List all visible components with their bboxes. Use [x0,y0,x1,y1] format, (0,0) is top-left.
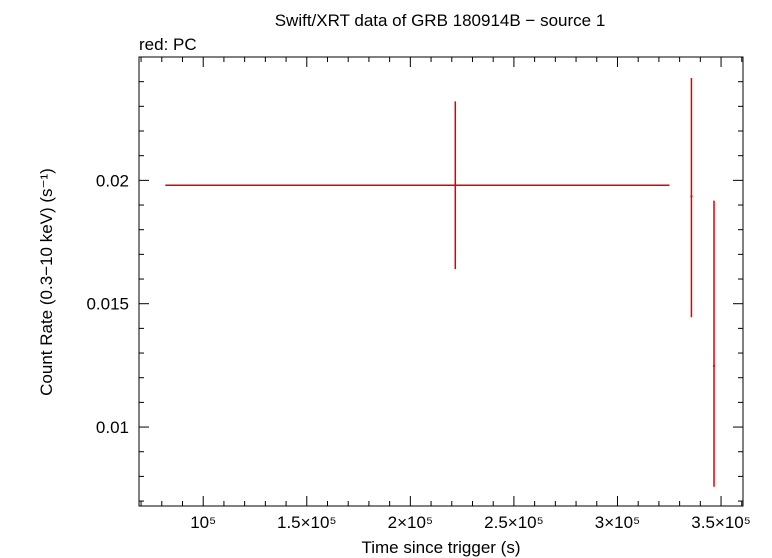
chart-title: Swift/XRT data of GRB 180914B − source 1 [275,11,606,30]
x-tick-label: 3.5×10⁵ [691,513,751,532]
y-tick-label: 0.015 [86,295,129,314]
y-tick-label: 0.02 [96,171,129,190]
chart-subtitle: red: PC [139,35,197,54]
x-tick-label: 3×10⁵ [595,513,640,532]
x-tick-label: 2.5×10⁵ [484,513,544,532]
plot-frame [138,56,744,507]
y-axis-label: Count Rate (0.3−10 keV) (s⁻¹) [37,168,56,396]
x-tick-label: 2×10⁵ [388,513,433,532]
x-axis-label: Time since trigger (s) [361,538,520,557]
x-tick-label: 10⁵ [190,513,216,532]
y-tick-label: 0.01 [96,418,129,437]
x-tick-label: 1.5×10⁵ [277,513,337,532]
